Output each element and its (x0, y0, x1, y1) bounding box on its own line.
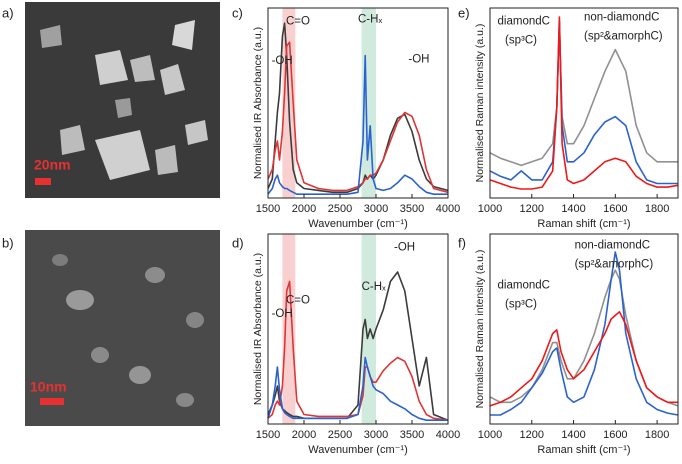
x-tick-label: 1800 (645, 429, 669, 441)
x-tick-label: 3000 (364, 429, 388, 441)
x-tick-label: 1800 (645, 203, 669, 215)
plot-frame (489, 233, 679, 425)
scale-bar-label: 20nm (34, 157, 71, 173)
micrograph-a (25, 2, 220, 198)
annotation: -OH (272, 55, 293, 67)
annotation: (sp³C) (505, 298, 537, 310)
x-tick-label: 1000 (478, 203, 502, 215)
x-tick-label: 3500 (400, 203, 424, 215)
annotation: -OH (408, 53, 429, 65)
x-axis-label: Raman shift (cm⁻¹) (537, 444, 630, 456)
x-tick-label: 2500 (328, 203, 352, 215)
annotation: non-diamondC (584, 12, 659, 24)
annotation: -OH (272, 308, 293, 320)
x-tick-label: 2500 (328, 429, 352, 441)
annotation: C=O (286, 295, 310, 307)
plot-frame (267, 233, 449, 425)
x-axis-label: Wavenumber (cm⁻¹) (308, 218, 408, 230)
x-tick-label: 2000 (292, 203, 316, 215)
x-tick-label: 1500 (256, 429, 280, 441)
x-tick-label: 1000 (478, 429, 502, 441)
annotation: C-Hₓ (358, 13, 382, 25)
x-tick-label: 3000 (364, 203, 388, 215)
x-tick-label: 1200 (520, 429, 544, 441)
x-tick-label: 4000 (436, 203, 460, 215)
x-tick-label: 1200 (520, 203, 544, 215)
annotation: C=O (286, 15, 310, 27)
annotation: (sp³C) (505, 34, 537, 46)
spectrum-line (489, 25, 678, 167)
x-tick-label: 4000 (436, 429, 460, 441)
spectrum-line (490, 251, 679, 416)
annotation: C-Hₓ (362, 281, 386, 293)
annotation: diamondC (498, 279, 550, 291)
panel-label: d) (232, 235, 244, 250)
panel-label: c) (232, 5, 243, 20)
x-tick-label: 1500 (256, 203, 280, 215)
spectrum-line (489, 19, 678, 185)
micrograph-b (25, 230, 220, 426)
panel-label: b) (2, 235, 14, 250)
x-tick-label: 1600 (603, 203, 627, 215)
panel-label: a) (2, 5, 14, 20)
panel-label: e) (458, 5, 470, 20)
x-tick-label: 1600 (603, 429, 627, 441)
annotation: -OH (394, 241, 415, 253)
x-tick-label: 1400 (561, 429, 585, 441)
plot-frame (267, 7, 449, 199)
annotation: (sp²&amorphC) (575, 258, 654, 270)
y-axis-label: Normalised IR Absorbance (a.u.) (252, 27, 264, 179)
y-axis-label: Normalised Raman intensity (a.u.) (474, 250, 486, 409)
annotation: diamondC (498, 15, 550, 27)
x-tick-label: 2000 (292, 429, 316, 441)
y-axis-label: Normalised Raman intensity (a.u.) (474, 24, 486, 183)
y-axis-label: Normalised IR Absorbance (a.u.) (252, 253, 264, 405)
plot-frame (489, 7, 679, 199)
x-axis-label: Wavenumber (cm⁻¹) (308, 444, 408, 456)
x-tick-label: 1400 (561, 203, 585, 215)
x-tick-label: 3500 (400, 429, 424, 441)
annotation: (sp²&amorphC) (584, 31, 663, 43)
panel-label: f) (458, 235, 466, 250)
spectrum-line (489, 311, 678, 407)
spectrum-line (267, 54, 448, 195)
spectrum-line (267, 356, 448, 421)
shaded-band (282, 234, 296, 424)
annotation: non-diamondC (575, 239, 650, 251)
spectrum-line (489, 16, 679, 190)
x-axis-label: Raman shift (cm⁻¹) (537, 218, 630, 230)
scale-bar-label: 10nm (30, 379, 67, 395)
